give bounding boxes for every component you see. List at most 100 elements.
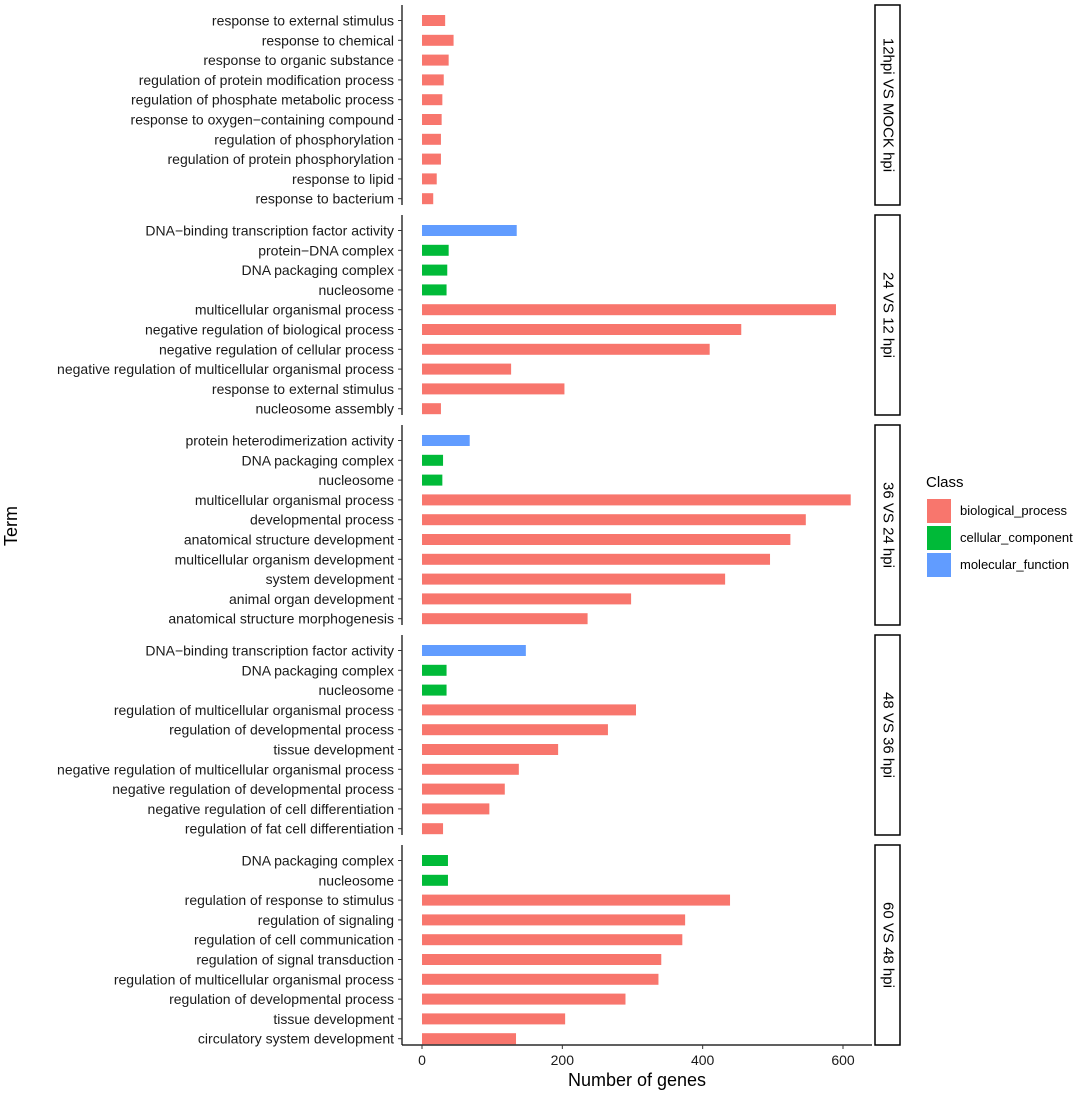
bar [422,284,447,296]
term-label: regulation of developmental process [169,722,394,738]
term-label: DNA packaging complex [241,452,394,468]
bar [422,783,505,795]
term-label: protein heterodimerization activity [185,433,394,449]
term-label: response to external stimulus [212,13,394,29]
bar [422,855,448,866]
bar [422,403,441,415]
bar [422,704,637,716]
x-tick-label: 600 [831,1052,855,1068]
bar [422,225,517,236]
bar [422,803,490,815]
bar [422,613,588,625]
term-label: regulation of protein phosphorylation [168,151,395,167]
term-label: regulation of signal transduction [196,952,394,968]
term-label: DNA−binding transcription factor activit… [145,643,394,659]
facet-panel: DNA−binding transcription factor activit… [57,634,901,837]
term-label: DNA packaging complex [241,262,394,278]
term-label: regulation of phosphorylation [214,131,394,147]
bar [422,534,791,545]
y-axis-title: Term [1,506,21,546]
term-label: nucleosome [319,282,395,298]
term-label: nucleosome assembly [255,401,394,417]
bar [422,744,559,755]
term-label: anatomical structure development [184,532,394,548]
term-label: response to bacterium [255,191,394,207]
bar [422,474,443,486]
term-label: developmental process [250,512,394,528]
facet-strip [874,214,901,416]
facet-strip [874,424,901,626]
term-label: tissue development [273,742,394,758]
bar [422,684,447,696]
facet-panel: DNA packaging complex nucleosome regulatio… [114,844,901,1047]
bar [422,664,447,676]
bar [422,1033,517,1045]
term-label: animal organ development [229,591,394,607]
facet-strip [874,634,901,836]
bar [422,34,454,46]
term-label: negative regulation of cell differentiat… [148,801,394,817]
bar [422,553,771,565]
bar [422,973,659,985]
term-label: circulatory system development [198,1031,394,1047]
bar [422,1013,566,1025]
term-label: negative regulation of multicellular org… [57,761,394,777]
facet-panel: protein heterodimerization activity DNA p… [168,424,901,627]
term-label: negative regulation of biological proces… [145,322,394,338]
legend-label: cellular_component [960,530,1073,545]
term-label: multicellular organism development [175,551,395,567]
x-tick-label: 0 [418,1052,426,1068]
legend: Class biological_process cellular_compone… [926,474,1073,577]
bar [422,343,710,355]
term-label: regulation of response to stimulus [185,892,394,908]
term-label: regulation of signaling [258,912,394,928]
bar [422,244,449,256]
facet-panels: response to external stimulus response to… [57,4,901,1047]
facet-strip-label: 12hpi VS MOCK hpi [880,38,897,172]
term-label: regulation of fat cell differentiation [185,821,394,837]
bar [422,133,441,145]
term-label: nucleosome [319,682,395,698]
legend-title: Class [926,474,964,491]
term-label: multicellular organismal process [195,492,394,508]
bar [422,74,444,86]
term-label: regulation of multicellular organismal p… [114,702,394,718]
bar [422,593,632,605]
term-label: multicellular organismal process [195,302,394,318]
term-label: negative regulation of multicellular org… [57,361,394,377]
bar [422,993,626,1005]
x-axis-title: Number of genes [568,1070,706,1090]
term-label: response to chemical [262,32,394,48]
term-label: protein−DNA complex [258,242,394,258]
legend-key [927,553,951,577]
bar [422,383,565,395]
term-label: response to external stimulus [212,381,394,397]
bar [422,874,448,886]
bar [422,363,512,375]
bar [422,823,444,835]
legend-label: biological_process [960,503,1067,518]
term-label: regulation of cell communication [194,932,394,948]
facet-strip [874,844,901,1046]
legend-label: molecular_function [960,557,1069,572]
bar [422,153,441,165]
term-label: anatomical structure morphogenesis [168,611,394,627]
term-label: negative regulation of cellular process [159,341,394,357]
term-label: response to organic substance [203,52,394,68]
facet-strip [874,4,901,206]
term-label: regulation of developmental process [169,991,394,1007]
facet-strip-label: 60 VS 48 hpi [880,902,897,988]
x-axis: 0 200 400 600 [402,1044,872,1068]
legend-key [927,526,951,550]
bar [422,15,446,26]
term-label: system development [266,571,395,587]
bar [422,914,686,926]
bar [422,94,443,106]
term-label: response to oxygen−containing compound [131,112,394,128]
bar [422,954,662,965]
bar [422,573,726,585]
x-tick-label: 400 [691,1052,715,1068]
bar [422,724,608,736]
facet-strip-label: 24 VS 12 hpi [880,272,897,358]
